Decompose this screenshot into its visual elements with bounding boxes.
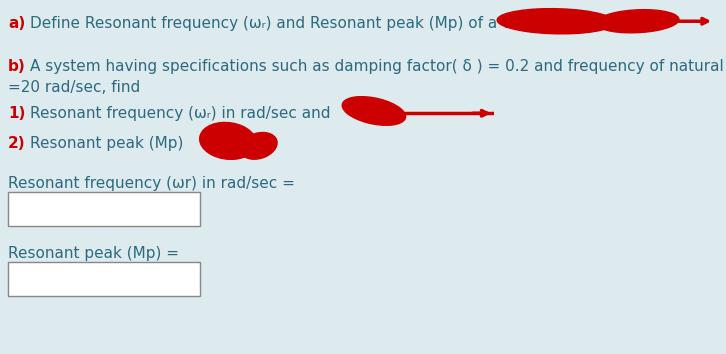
Text: Resonant peak (Mp): Resonant peak (Mp) <box>30 136 184 151</box>
Bar <box>8 192 200 226</box>
Ellipse shape <box>596 10 679 33</box>
Text: a): a) <box>8 16 25 31</box>
Bar <box>8 262 200 296</box>
Ellipse shape <box>497 8 615 34</box>
Text: 1): 1) <box>8 106 25 121</box>
Ellipse shape <box>240 132 277 159</box>
Ellipse shape <box>200 122 256 159</box>
Text: b): b) <box>8 59 25 74</box>
Text: A system having specifications such as damping factor( δ ) = 0.2 and frequency o: A system having specifications such as d… <box>30 59 726 74</box>
Text: Resonant frequency (ωᵣ) in rad/sec and: Resonant frequency (ωᵣ) in rad/sec and <box>30 106 330 121</box>
Ellipse shape <box>342 97 406 125</box>
Text: 2): 2) <box>8 136 25 151</box>
Text: Resonant peak (Mp) =: Resonant peak (Mp) = <box>8 246 179 261</box>
Text: Resonant frequency (ωr) in rad/sec =: Resonant frequency (ωr) in rad/sec = <box>8 176 295 191</box>
Text: Define Resonant frequency (ωᵣ) and Resonant peak (Mp) of a control system: Define Resonant frequency (ωᵣ) and Reson… <box>30 16 616 31</box>
Text: =20 rad/sec, find: =20 rad/sec, find <box>8 80 140 95</box>
